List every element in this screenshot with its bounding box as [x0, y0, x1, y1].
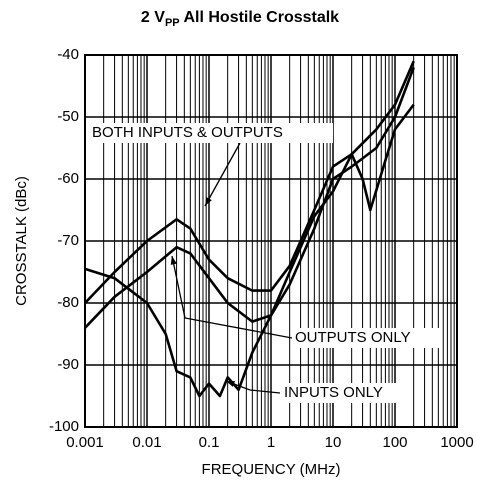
arrow-head: [170, 256, 177, 265]
annotation-arrow: [225, 380, 281, 394]
x-tick-label: 10: [325, 434, 342, 451]
plot-frame: [84, 54, 458, 428]
series-line: [84, 66, 415, 329]
y-tick-label: -70: [57, 232, 79, 249]
annotation-box: [89, 123, 333, 143]
title-rest: All Hostile Crosstalk: [180, 9, 340, 26]
y-tick-label: -100: [49, 418, 79, 435]
series-line: [84, 103, 415, 398]
y-tick-label: -40: [57, 46, 79, 63]
y-axis-label: CROSSTALK (dBc): [13, 176, 30, 306]
x-tick-label: 0.001: [66, 434, 104, 451]
series-line: [84, 60, 415, 304]
x-tick-label: 0.1: [199, 434, 220, 451]
y-tick-label: -80: [57, 294, 79, 311]
title-sub: PP: [165, 17, 180, 29]
arrow-head: [226, 381, 235, 387]
x-tick-label: 100: [382, 434, 407, 451]
y-tick-label: -50: [57, 108, 79, 125]
x-axis-label: FREQUENCY (MHz): [202, 461, 341, 478]
title-text: 2 V: [141, 9, 165, 26]
annotation: INPUTS ONLY: [284, 384, 383, 401]
x-tick-label: 1000: [440, 434, 473, 451]
arrow-head: [205, 197, 212, 206]
annotation-arrow: [171, 255, 293, 339]
annotation: BOTH INPUTS & OUTPUTS: [92, 124, 283, 141]
annotation: OUTPUTS ONLY: [295, 329, 411, 346]
x-tick-label: 1: [267, 434, 275, 451]
y-tick-label: -60: [57, 170, 79, 187]
chart-title: 2 VPP All Hostile Crosstalk: [141, 9, 339, 29]
annotation-box: [292, 328, 442, 348]
annotation-box: [281, 383, 411, 403]
y-tick-label: -90: [57, 356, 79, 373]
annotation-arrow: [204, 142, 241, 207]
x-tick-label: 0.01: [132, 434, 161, 451]
